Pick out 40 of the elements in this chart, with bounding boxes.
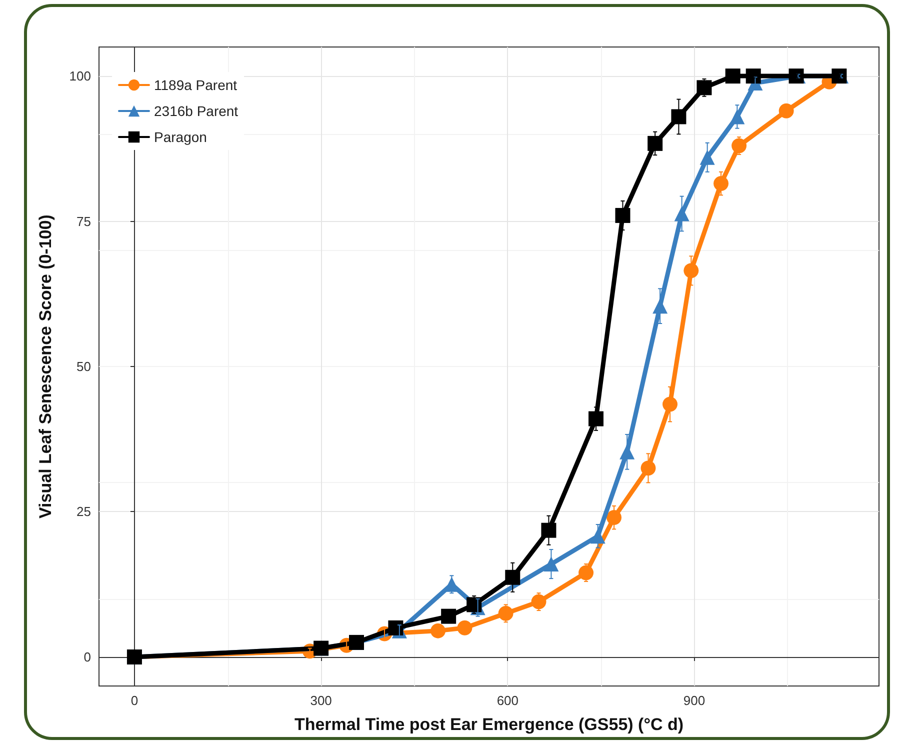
point: [578, 565, 594, 580]
point: [662, 396, 678, 412]
point: [671, 109, 686, 124]
point: [714, 176, 729, 192]
point: [778, 103, 794, 118]
x-tick-label: 900: [683, 693, 706, 708]
point: [648, 136, 663, 151]
y-tick-label: 0: [84, 649, 91, 664]
legend-label: 2316b Parent: [154, 103, 238, 119]
point: [696, 80, 712, 96]
point: [620, 444, 635, 460]
y-tick-label: 50: [76, 359, 91, 374]
point: [531, 594, 546, 610]
legend-label: 1189a Parent: [154, 77, 238, 93]
point: [430, 623, 446, 638]
x-tick-label: 0: [130, 693, 138, 708]
x-tick-label: 300: [310, 693, 332, 708]
x-axis-title: Thermal Time post Ear Emergence (GS55) (°C d): [294, 715, 684, 734]
point: [640, 460, 656, 476]
x-tick-label: 600: [496, 693, 519, 708]
point: [388, 620, 404, 636]
point: [441, 608, 456, 624]
point: [457, 620, 472, 636]
point: [725, 68, 740, 84]
y-tick-label: 25: [76, 504, 91, 520]
y-tick-label: 100: [69, 68, 91, 84]
point: [732, 138, 747, 154]
point: [588, 411, 604, 426]
point: [700, 150, 715, 165]
y-tick-label: 75: [76, 214, 91, 229]
point: [541, 522, 556, 538]
legend-label: Paragon: [154, 129, 207, 145]
point: [505, 570, 520, 585]
point: [606, 510, 622, 526]
point: [684, 263, 699, 278]
point: [498, 606, 514, 621]
point: [615, 208, 630, 223]
y-axis-title: Visual Leaf Senescence Score (0-100): [36, 214, 55, 518]
point: [466, 597, 482, 612]
point: [746, 68, 761, 84]
